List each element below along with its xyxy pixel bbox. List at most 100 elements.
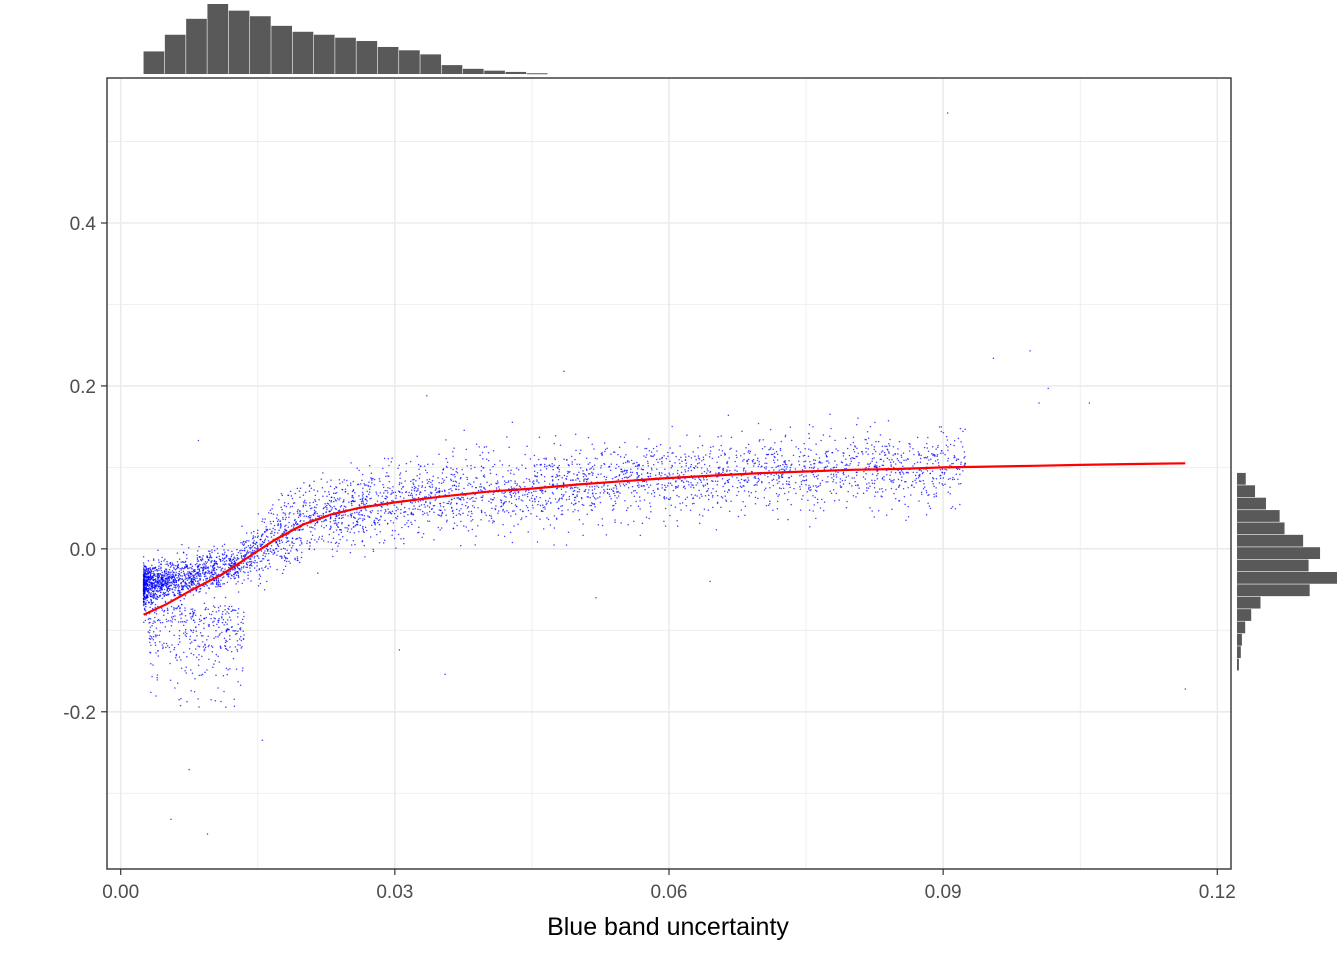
data-point: [826, 455, 828, 458]
data-point: [334, 519, 337, 522]
data-point: [665, 486, 667, 488]
data-point: [285, 560, 288, 563]
data-point: [165, 575, 167, 577]
data-point: [280, 539, 283, 541]
data-point: [255, 541, 258, 543]
data-point: [387, 475, 389, 477]
data-point: [837, 471, 839, 474]
data-point: [240, 635, 242, 638]
data-point: [632, 490, 635, 492]
data-point: [480, 469, 483, 472]
data-point: [384, 489, 386, 492]
data-point: [332, 537, 335, 540]
data-point: [742, 500, 744, 503]
data-point: [328, 533, 331, 536]
data-point: [297, 516, 300, 519]
data-point: [688, 483, 690, 486]
data-point: [187, 567, 189, 570]
data-point: [313, 480, 315, 482]
data-point: [552, 468, 554, 471]
data-point: [217, 577, 220, 580]
data-point: [306, 524, 309, 527]
data-point: [826, 451, 828, 453]
data-point: [926, 456, 929, 458]
data-point: [288, 516, 290, 518]
data-point: [169, 679, 172, 682]
data-point: [503, 480, 506, 482]
data-point: [558, 500, 560, 502]
data-point: [267, 548, 269, 551]
data-point: [959, 503, 961, 506]
data-point: [912, 465, 914, 467]
data-point: [180, 697, 182, 700]
data-point: [640, 473, 643, 476]
data-point: [425, 495, 427, 498]
data-point: [737, 479, 740, 482]
data-point: [269, 509, 272, 511]
data-point: [368, 481, 370, 483]
data-point: [765, 504, 768, 507]
data-point: [814, 496, 816, 499]
data-point: [197, 568, 199, 571]
data-point: [184, 609, 186, 612]
data-point: [163, 614, 165, 616]
data-point: [199, 563, 201, 566]
data-point: [233, 560, 236, 562]
data-point: [940, 452, 942, 455]
data-point: [708, 456, 711, 458]
data-point: [145, 567, 148, 570]
data-point: [941, 483, 943, 485]
data-point: [597, 486, 600, 488]
data-point: [152, 586, 155, 589]
data-point: [613, 492, 615, 495]
y-marginal-histogram: [1237, 472, 1337, 671]
data-point: [282, 512, 284, 514]
data-point: [205, 575, 207, 577]
data-point: [233, 698, 235, 700]
data-point: [222, 560, 224, 562]
data-point: [708, 465, 711, 467]
data-point: [206, 566, 209, 569]
data-point: [444, 673, 446, 676]
data-point: [652, 455, 654, 457]
data-point: [161, 597, 164, 599]
data-point: [159, 583, 161, 586]
data-point: [576, 494, 578, 496]
data-point: [734, 469, 736, 471]
data-point: [243, 547, 246, 550]
data-point: [225, 629, 228, 632]
data-point: [836, 464, 838, 466]
data-point: [451, 490, 453, 492]
data-point: [657, 488, 659, 491]
x-histogram-bar: [526, 73, 548, 75]
data-point: [716, 502, 719, 505]
data-point: [614, 519, 616, 521]
data-point: [169, 566, 172, 568]
data-point: [495, 473, 498, 476]
data-point: [679, 462, 681, 465]
data-point: [691, 502, 694, 505]
data-point: [211, 549, 213, 551]
data-point: [815, 453, 818, 456]
data-point: [223, 561, 226, 563]
data-point: [215, 572, 217, 574]
data-point: [269, 520, 272, 523]
data-point: [417, 489, 419, 492]
data-point: [357, 513, 360, 515]
data-point: [313, 512, 316, 514]
data-point: [667, 451, 669, 454]
data-point: [223, 553, 226, 555]
data-point: [253, 567, 256, 569]
data-point: [276, 554, 278, 556]
data-point: [328, 493, 331, 496]
data-point: [248, 546, 251, 549]
data-point: [362, 519, 364, 522]
data-point: [496, 480, 499, 482]
data-point: [517, 491, 520, 494]
x-histogram-bar: [271, 25, 292, 74]
data-point: [664, 507, 667, 510]
data-point: [874, 465, 876, 467]
data-point: [150, 635, 153, 638]
data-point: [799, 488, 802, 490]
data-point: [495, 482, 497, 484]
